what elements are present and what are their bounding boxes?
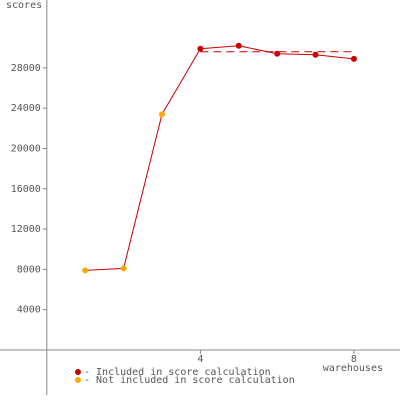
y-axis-label: scores xyxy=(6,0,42,11)
point xyxy=(120,265,127,272)
point xyxy=(235,42,242,49)
point xyxy=(82,267,89,274)
y-tick-label: 4000 xyxy=(17,305,41,316)
point xyxy=(312,51,319,58)
y-tick-label: 24000 xyxy=(11,103,41,114)
point xyxy=(197,45,204,52)
legend-label: - Not included in score calculation xyxy=(84,375,295,386)
y-tick-label: 12000 xyxy=(11,224,41,235)
legend-marker xyxy=(75,369,81,375)
legend-marker xyxy=(75,377,81,383)
x-axis-label: warehouses xyxy=(323,363,383,374)
point xyxy=(158,111,165,118)
y-tick-label: 16000 xyxy=(11,184,41,195)
point xyxy=(350,55,357,62)
x-tick-label: 8 xyxy=(351,354,357,365)
series-line xyxy=(85,45,354,271)
legend-label: - Included in score calculation xyxy=(84,367,271,378)
x-tick-label: 4 xyxy=(197,354,203,365)
y-tick-label: 28000 xyxy=(11,63,41,74)
y-tick-label: 20000 xyxy=(11,143,41,154)
y-tick-label: 8000 xyxy=(17,264,41,275)
point xyxy=(274,50,281,57)
